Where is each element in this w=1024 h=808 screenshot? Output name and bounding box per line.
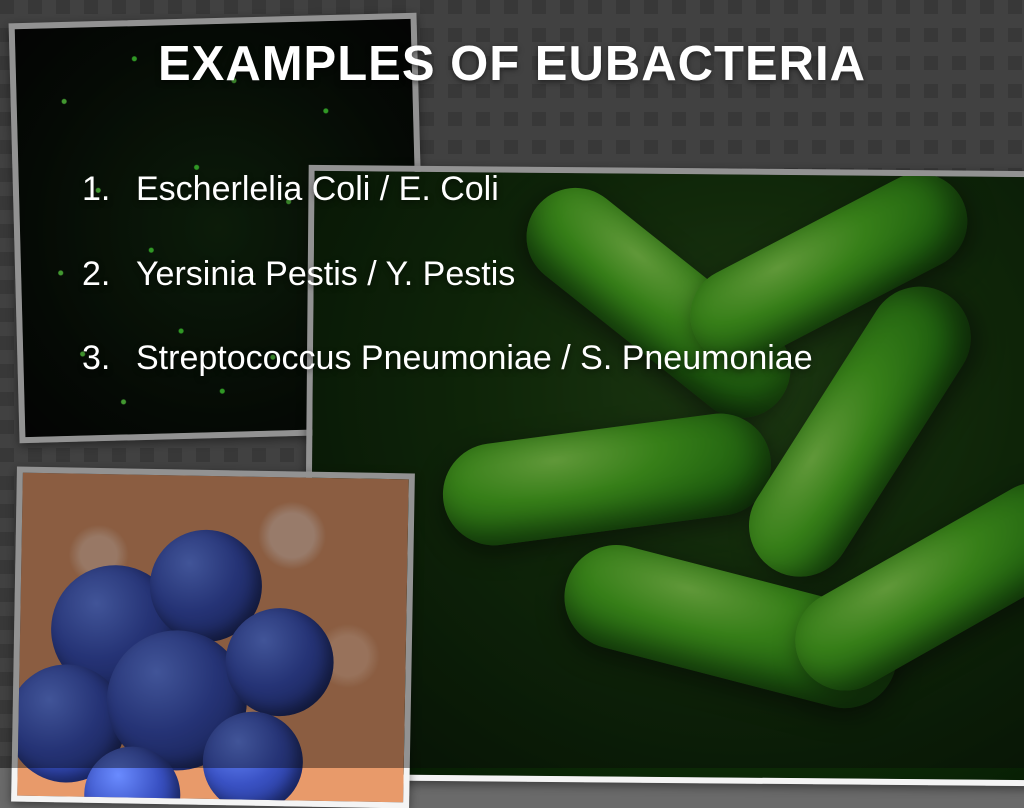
slide-title: EXAMPLES OF EUBACTERIA [72,36,952,92]
examples-list: Escherlelia Coli / E. Coli Yersinia Pest… [72,168,952,380]
slide-content: EXAMPLES OF EUBACTERIA Escherlelia Coli … [0,0,1024,768]
list-item: Yersinia Pestis / Y. Pestis [82,253,952,296]
list-item: Escherlelia Coli / E. Coli [82,168,952,211]
list-item: Streptococcus Pneumoniae / S. Pneumoniae [82,337,952,380]
